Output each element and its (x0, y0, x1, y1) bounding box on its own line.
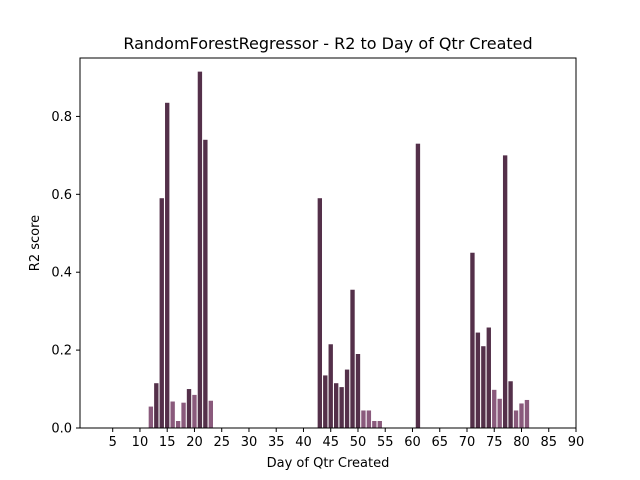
bar (148, 406, 154, 428)
plot-area (148, 71, 530, 429)
bar (524, 399, 530, 428)
bar (502, 155, 508, 429)
bar (492, 389, 497, 428)
x-tick-label: 85 (540, 435, 557, 450)
bar (361, 410, 366, 428)
x-tick-label: 75 (486, 435, 503, 450)
y-tick-label: 0.4 (51, 266, 72, 281)
x-tick-label: 30 (241, 435, 258, 450)
y-tick-label: 0.0 (51, 422, 72, 437)
y-tick-label: 0.2 (51, 344, 72, 359)
bar (154, 383, 159, 428)
bar (497, 398, 502, 428)
bar (170, 401, 175, 428)
bar (513, 410, 519, 428)
bar (508, 381, 513, 428)
x-tick-label: 10 (132, 435, 149, 450)
bar (377, 420, 382, 428)
bar (415, 143, 421, 428)
bar (186, 389, 192, 428)
bar (355, 354, 361, 428)
bar (339, 387, 344, 428)
bar (175, 420, 181, 428)
bar (192, 394, 197, 428)
bar (181, 402, 186, 428)
bar (159, 198, 164, 428)
bar (165, 102, 170, 428)
x-tick-label: 90 (568, 435, 585, 450)
x-axis-label: Day of Qtr Created (267, 456, 390, 471)
bar (208, 400, 213, 428)
bar (486, 327, 491, 428)
x-tick-label: 60 (404, 435, 421, 450)
x-tick-label: 55 (377, 435, 394, 450)
x-tick-label: 70 (459, 435, 476, 450)
x-tick-label: 20 (186, 435, 203, 450)
bar (366, 410, 372, 428)
y-tick-label: 0.6 (51, 188, 72, 203)
x-tick-label: 5 (109, 435, 117, 450)
x-tick-label: 40 (295, 435, 312, 450)
x-tick-label: 65 (431, 435, 448, 450)
bar (344, 369, 350, 428)
bar (197, 71, 203, 428)
x-tick-label: 80 (513, 435, 530, 450)
y-axis-label: R2 score (28, 215, 43, 271)
x-tick-label: 45 (322, 435, 339, 450)
bar (350, 289, 355, 428)
bar (317, 198, 323, 428)
x-tick-label: 15 (159, 435, 176, 450)
chart-title: RandomForestRegressor - R2 to Day of Qtr… (123, 34, 532, 53)
bar (333, 383, 339, 428)
bar (475, 332, 481, 428)
x-tick-label: 50 (350, 435, 367, 450)
bar (323, 375, 328, 428)
bar (481, 346, 486, 428)
bar (203, 139, 208, 428)
x-tick-label: 25 (213, 435, 230, 450)
bar (372, 420, 377, 428)
bar (470, 252, 475, 428)
axes-frame (79, 57, 577, 429)
y-tick-label: 0.8 (51, 110, 72, 125)
x-tick-label: 35 (268, 435, 285, 450)
bar (328, 344, 333, 428)
bar (519, 403, 524, 428)
